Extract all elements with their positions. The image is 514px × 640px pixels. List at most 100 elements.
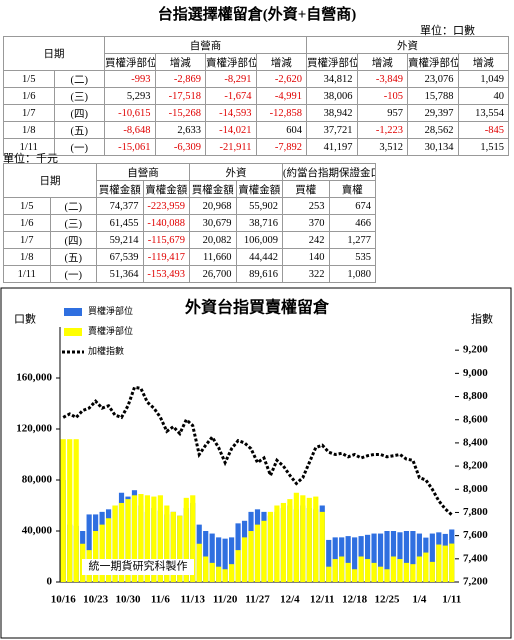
group-header: 自營商 bbox=[104, 36, 307, 54]
unit-label: 單位：口數 bbox=[420, 25, 475, 37]
value-cell: 89,616 bbox=[235, 265, 283, 283]
value-cell: 44,442 bbox=[235, 248, 283, 266]
column-header: 買權金額 bbox=[96, 180, 144, 198]
column-header: 買權淨部位 bbox=[306, 53, 358, 71]
value-cell: 26,700 bbox=[189, 265, 237, 283]
x-tick-label: 12/18 bbox=[342, 594, 368, 606]
bar bbox=[209, 562, 215, 582]
y2-axis-label: 指數 bbox=[471, 312, 493, 326]
column-header: 賣權金額 bbox=[235, 180, 283, 198]
bar bbox=[222, 569, 228, 582]
value-cell: 253 bbox=[282, 197, 330, 215]
bar bbox=[332, 559, 338, 582]
value-cell: 1,080 bbox=[328, 265, 376, 283]
date-cell: (四) bbox=[49, 231, 97, 249]
date-cell: 1/7 bbox=[3, 231, 51, 249]
date-cell: 1/8 bbox=[3, 248, 51, 266]
bar bbox=[254, 524, 261, 582]
value-cell: -105 bbox=[356, 87, 408, 105]
column-header: 買權 bbox=[282, 180, 330, 198]
bar bbox=[112, 505, 118, 582]
bar bbox=[429, 533, 435, 582]
bar bbox=[442, 545, 448, 582]
y-axis-label: 口數 bbox=[14, 313, 36, 326]
bar bbox=[125, 499, 131, 582]
bar bbox=[410, 531, 416, 582]
value-cell: -223,959 bbox=[142, 197, 190, 215]
value-cell: 13,554 bbox=[457, 104, 509, 122]
y-tick-label: 0 bbox=[47, 576, 53, 588]
value-cell: -17,518 bbox=[154, 87, 206, 105]
column-header: 買權淨部位 bbox=[104, 53, 156, 71]
bar bbox=[377, 533, 384, 582]
date-cell: 1/8 bbox=[3, 121, 55, 139]
annotation: 統一期貨研究科製作 bbox=[89, 559, 188, 573]
bar bbox=[377, 566, 384, 582]
bar bbox=[267, 511, 274, 582]
bar bbox=[235, 550, 241, 582]
data-row: 1/11 (一) -15,061 -6,309 -21,911 -7,892 41,197 3… bbox=[3, 138, 509, 156]
y2-tick-label: 9,000 bbox=[463, 367, 488, 379]
value-cell: 38,716 bbox=[235, 214, 283, 232]
bar bbox=[67, 439, 73, 582]
bar bbox=[241, 537, 248, 582]
bar bbox=[339, 556, 345, 582]
value-cell: 242 bbox=[282, 231, 330, 249]
value-cell: 55,902 bbox=[235, 197, 283, 215]
group-header: 自營商 bbox=[96, 163, 190, 181]
header-cell: 日期 bbox=[3, 163, 97, 198]
data-row: 1/7 (四) -10,615 -15,268 -14,593 -12,858 38,942… bbox=[3, 104, 509, 122]
date-cell: (二) bbox=[53, 70, 105, 88]
bar bbox=[449, 543, 455, 582]
data-row: 1/5 (二) -993 -2,869 -8,291 -2,620 34,812 -3,849… bbox=[3, 70, 509, 88]
date-cell: (五) bbox=[53, 121, 105, 139]
x-tick-label: 10/23 bbox=[83, 594, 109, 606]
value-cell: 34,812 bbox=[306, 70, 358, 88]
value-cell: -4,991 bbox=[255, 87, 307, 105]
column-header: 增減 bbox=[255, 53, 307, 71]
bar bbox=[397, 532, 403, 582]
data-row: 1/8 (五) 67,539 -119,417 11,660 44,442 140 535 bbox=[3, 248, 376, 266]
bar bbox=[248, 531, 254, 582]
bar bbox=[358, 556, 364, 582]
value-cell: -15,268 bbox=[154, 104, 206, 122]
bar bbox=[216, 566, 222, 582]
value-cell: 604 bbox=[255, 121, 307, 139]
legend-label: 買權淨部位 bbox=[88, 305, 133, 316]
value-cell: -8,648 bbox=[104, 121, 156, 139]
value-cell: 28,562 bbox=[407, 121, 459, 139]
value-cell: 30,134 bbox=[407, 138, 459, 156]
bar bbox=[364, 559, 371, 582]
bar bbox=[371, 533, 377, 582]
column-header: 賣權淨部位 bbox=[407, 53, 459, 71]
bar bbox=[196, 543, 202, 582]
value-cell: 38,942 bbox=[306, 104, 358, 122]
column-header: 賣權 bbox=[328, 180, 376, 198]
value-cell: 3,512 bbox=[356, 138, 408, 156]
annotation-box bbox=[82, 559, 194, 575]
value-cell: -1,223 bbox=[356, 121, 408, 139]
value-cell: 20,968 bbox=[189, 197, 237, 215]
bar bbox=[403, 531, 410, 582]
value-cell: -8,291 bbox=[205, 70, 257, 88]
bar bbox=[416, 556, 422, 582]
page-title: 台指選擇權留倉(外資+自營商) bbox=[157, 7, 357, 23]
date-cell: (一) bbox=[49, 265, 97, 283]
bar bbox=[403, 562, 410, 582]
legend-label: 賣權淨部位 bbox=[88, 325, 133, 336]
value-cell: -119,417 bbox=[142, 248, 190, 266]
bar bbox=[300, 495, 306, 582]
column-header: 賣權淨部位 bbox=[205, 53, 257, 71]
y2-tick-label: 7,400 bbox=[463, 552, 488, 564]
x-tick-label: 1/11 bbox=[442, 594, 461, 606]
bar bbox=[86, 514, 92, 582]
value-cell: 51,364 bbox=[96, 265, 144, 283]
value-cell: 30,679 bbox=[189, 214, 237, 232]
header-row: 日期 自營商 外資 bbox=[3, 36, 509, 71]
bar bbox=[345, 536, 351, 582]
bar bbox=[138, 494, 144, 582]
x-tick-label: 12/11 bbox=[310, 594, 334, 606]
